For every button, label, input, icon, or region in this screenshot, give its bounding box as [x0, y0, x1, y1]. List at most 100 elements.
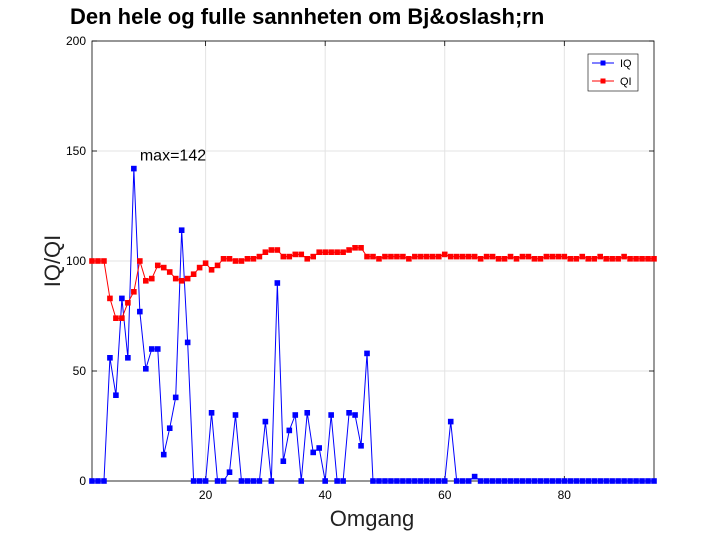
data-point-qi: [615, 256, 621, 262]
data-point-qi: [364, 253, 370, 260]
data-point-iq: [107, 355, 113, 361]
data-point-qi: [543, 253, 550, 260]
data-point-qi: [274, 247, 281, 253]
data-point-qi: [196, 264, 203, 271]
data-point-iq: [316, 445, 322, 451]
data-point-qi: [208, 267, 215, 273]
data-point-iq: [412, 478, 418, 484]
data-point-iq: [166, 425, 173, 431]
legend: IQ QI: [587, 53, 639, 92]
x-axis-label: Omgang: [330, 506, 414, 531]
data-point-iq: [567, 478, 574, 484]
data-point-iq: [549, 478, 556, 484]
data-point-iq: [585, 478, 592, 484]
data-point-iq: [429, 478, 436, 484]
data-point-qi: [89, 258, 95, 264]
y-tick-label: 50: [73, 364, 87, 378]
data-point-iq: [196, 478, 203, 484]
series-qi: [89, 245, 657, 321]
data-point-qi: [651, 256, 657, 262]
data-point-iq: [208, 410, 215, 416]
max-annotation: max=142: [140, 148, 206, 165]
data-point-qi: [459, 253, 466, 260]
data-point-qi: [352, 245, 358, 251]
data-point-iq: [131, 165, 137, 172]
data-point-iq: [101, 478, 107, 484]
data-point-qi: [107, 295, 113, 302]
x-tick-label: 60: [438, 488, 452, 502]
data-point-iq: [388, 478, 394, 484]
data-point-qi: [322, 249, 328, 255]
data-point-iq: [226, 469, 233, 475]
data-point-iq: [370, 478, 376, 484]
axis-ticks: 20 40 60 80 0 50 100 150 200: [66, 34, 654, 502]
data-point-qi: [567, 256, 574, 262]
data-point-qi: [412, 253, 418, 260]
data-point-iq: [394, 478, 400, 484]
data-point-iq: [352, 412, 358, 418]
data-point-qi: [609, 256, 615, 262]
data-point-iq: [178, 227, 185, 233]
data-point-iq: [519, 478, 526, 484]
data-point-qi: [465, 253, 472, 260]
data-point-iq: [513, 478, 520, 484]
data-point-qi: [483, 253, 490, 260]
data-point-qi: [202, 260, 209, 266]
legend-box: [587, 53, 639, 92]
data-point-qi: [388, 253, 394, 260]
data-point-iq: [346, 410, 352, 416]
data-point-qi: [220, 256, 227, 262]
data-point-iq: [274, 280, 281, 286]
data-point-qi: [298, 251, 305, 258]
data-point-qi: [435, 253, 442, 260]
data-point-qi: [561, 253, 568, 260]
data-point-iq: [621, 478, 627, 484]
data-point-iq: [298, 478, 305, 484]
y-tick-label: 150: [66, 144, 86, 158]
data-point-qi: [531, 256, 538, 262]
legend-iq-label: IQ: [620, 58, 632, 70]
data-point-qi: [340, 249, 346, 255]
data-point-iq: [262, 418, 269, 425]
data-point-qi: [214, 262, 221, 269]
data-point-qi: [143, 278, 149, 284]
data-point-iq: [172, 394, 179, 401]
data-point-qi: [597, 253, 603, 260]
data-point-iq: [184, 339, 191, 346]
data-point-iq: [435, 478, 442, 484]
chart-title: Den hele og fulle sannheten om Bj&oslash…: [70, 4, 544, 29]
data-point-qi: [286, 253, 293, 260]
data-point-iq: [154, 346, 161, 352]
data-point-iq: [148, 346, 155, 352]
data-point-qi: [406, 256, 412, 262]
data-point-qi: [418, 253, 424, 260]
data-point-iq: [280, 458, 287, 464]
data-point-qi: [137, 258, 143, 264]
data-point-qi: [519, 253, 526, 260]
y-axis-label: IQ/QI: [40, 235, 65, 288]
data-point-qi: [627, 256, 633, 262]
data-point-qi: [268, 247, 275, 253]
data-point-qi: [603, 256, 609, 262]
data-point-iq: [190, 478, 197, 484]
legend-qi-label: QI: [620, 76, 632, 88]
data-point-iq: [441, 478, 448, 484]
data-point-iq: [232, 412, 239, 418]
data-point-qi: [489, 253, 496, 260]
data-point-iq: [489, 478, 496, 484]
data-point-qi: [184, 275, 191, 282]
data-point-qi: [639, 256, 645, 262]
data-point-iq: [447, 418, 454, 425]
data-point-qi: [125, 300, 131, 306]
data-point-qi: [495, 256, 502, 262]
data-point-iq: [459, 478, 466, 484]
data-point-qi: [573, 256, 580, 262]
data-point-qi: [424, 253, 430, 260]
data-point-iq: [501, 478, 508, 484]
data-point-iq: [591, 478, 598, 484]
data-point-iq: [424, 478, 430, 484]
data-point-qi: [232, 258, 239, 264]
data-point-qi: [244, 256, 251, 262]
data-point-iq: [250, 478, 257, 484]
